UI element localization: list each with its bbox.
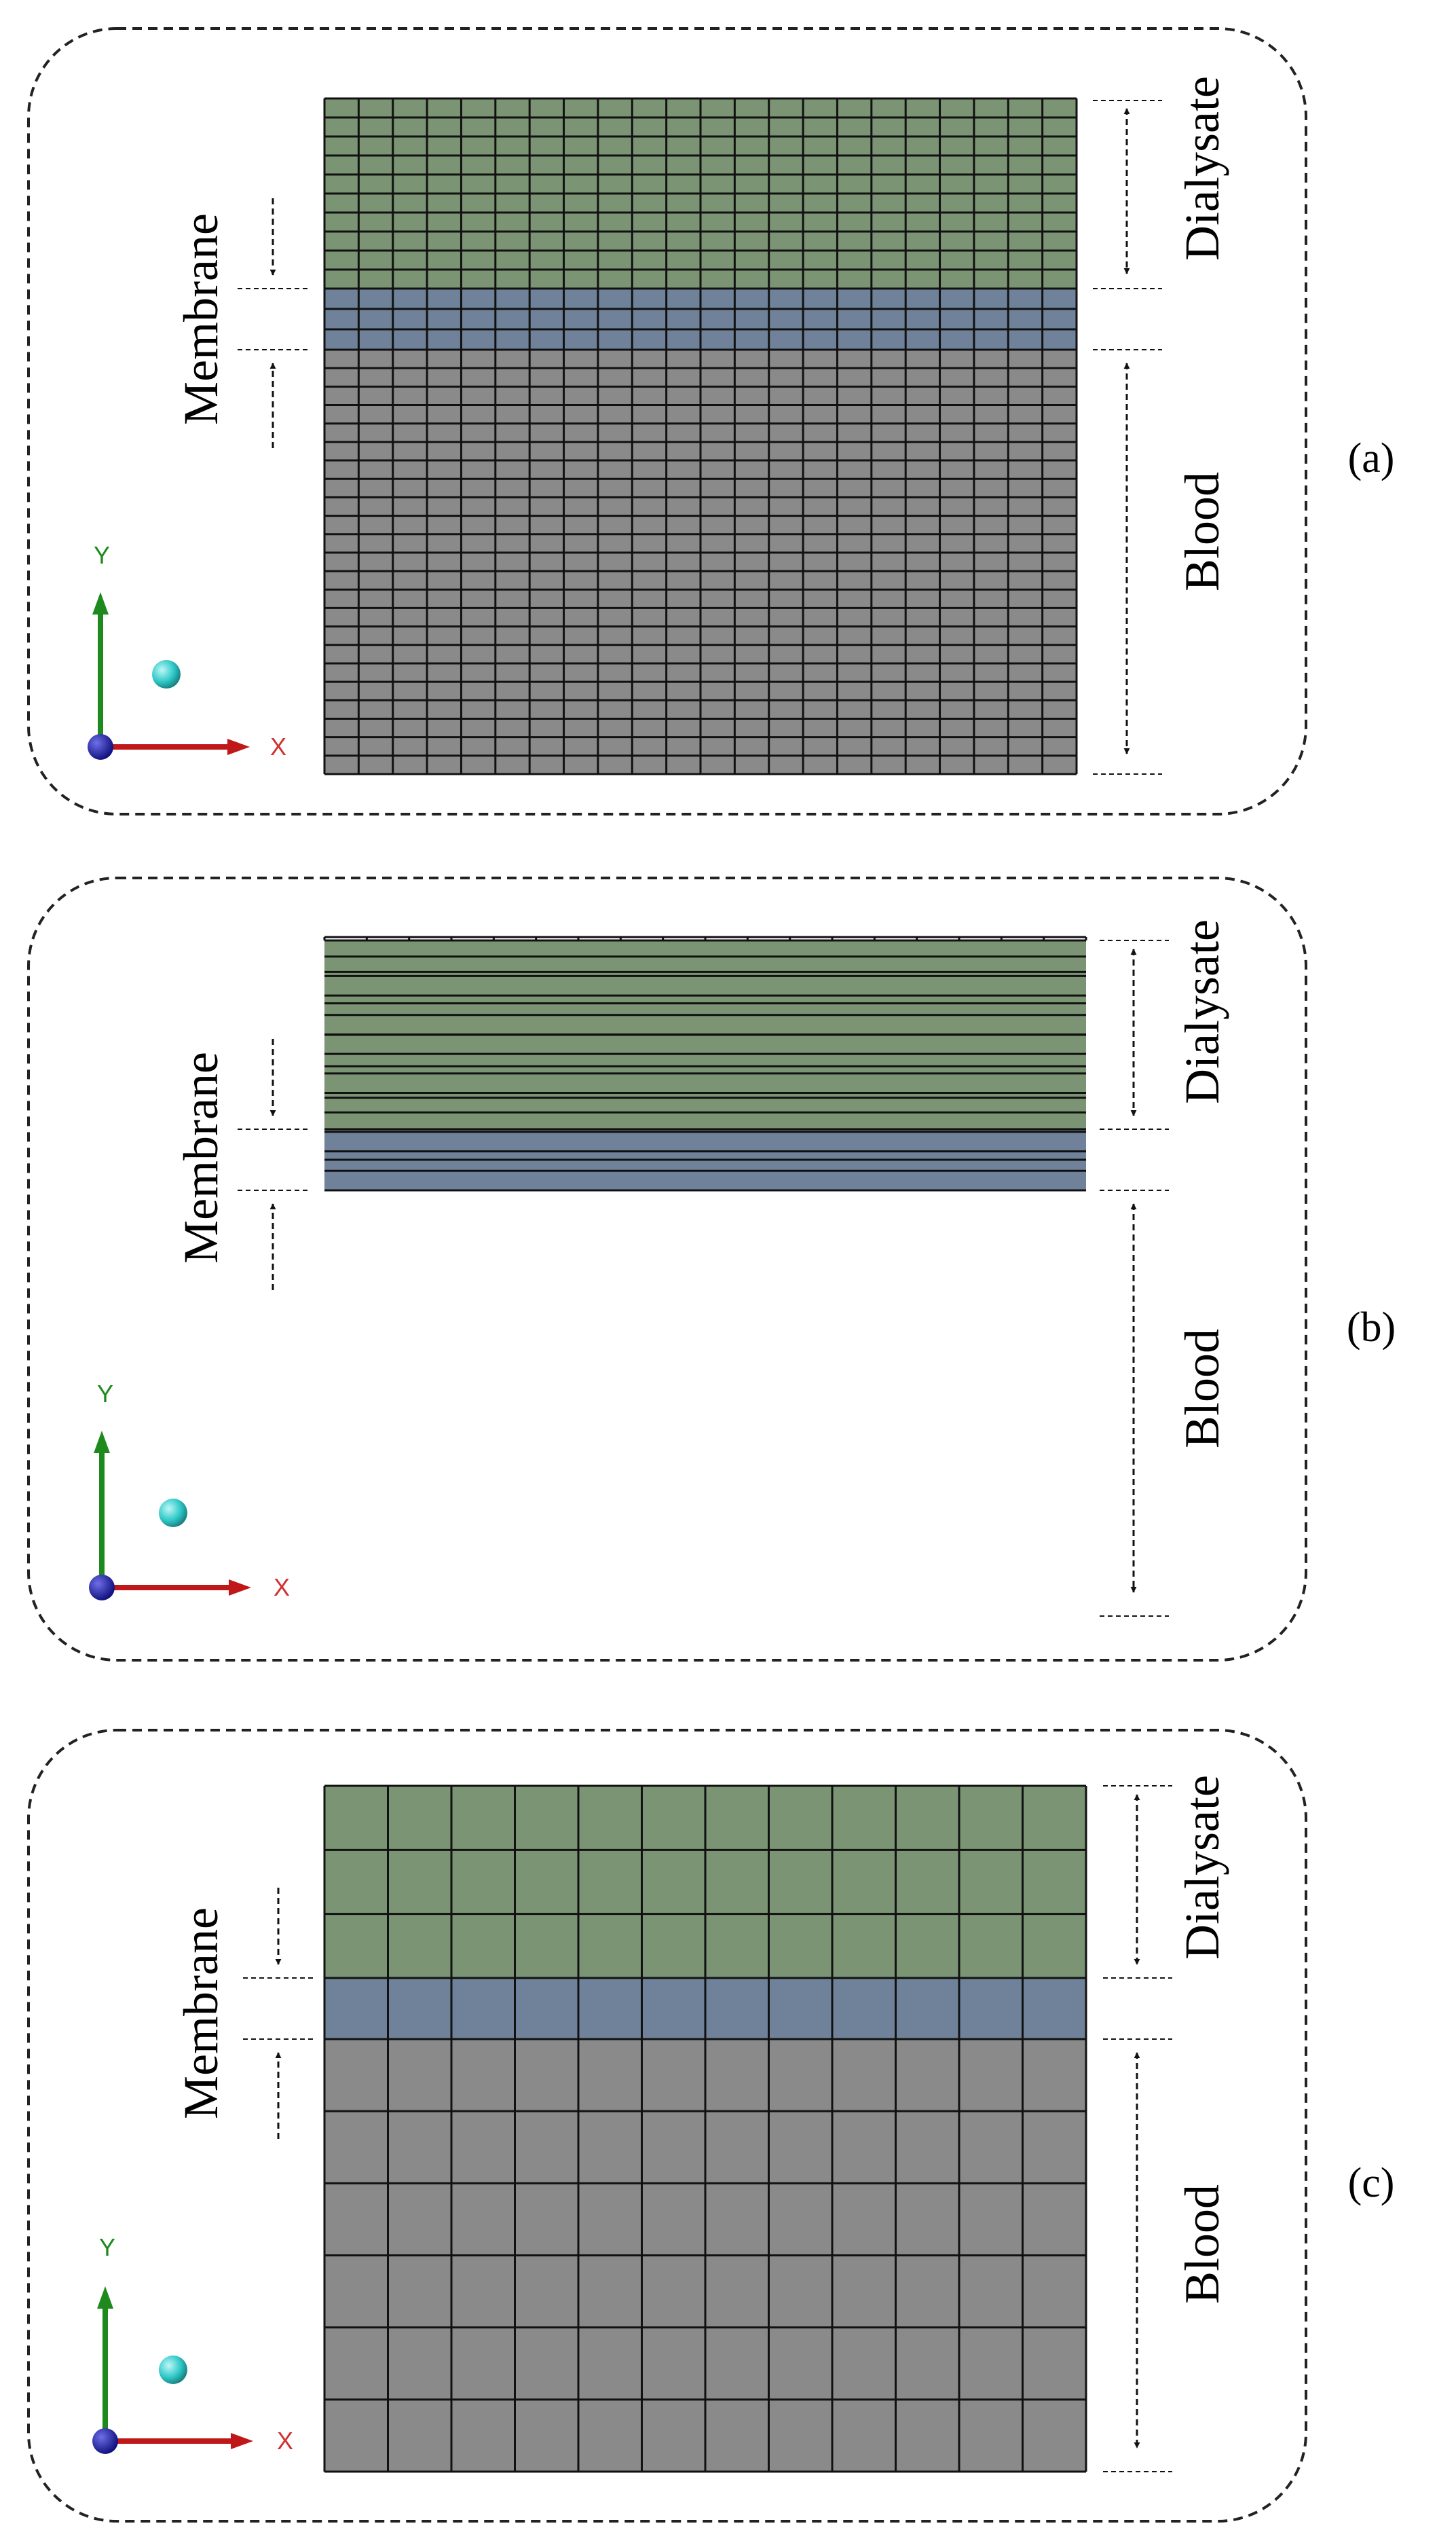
dialysate-label: Dialysate xyxy=(1175,1775,1229,1960)
blood-arrow xyxy=(1100,1190,1169,1617)
coordinate-triad: Y X xyxy=(88,541,286,761)
origin-node xyxy=(88,734,113,760)
panel-b: Membrane Dialysate Blood (b) Y xyxy=(27,877,1396,1662)
membrane-arrows xyxy=(243,1888,314,2139)
membrane-arrows xyxy=(238,198,309,448)
dialysate-label: Dialysate xyxy=(1175,76,1229,261)
mesh-grid xyxy=(323,936,1087,1192)
coordinate-triad: Y X xyxy=(92,2233,293,2455)
blood-arrow xyxy=(1093,349,1162,775)
y-axis-label: Y xyxy=(99,2233,115,2261)
cyan-node xyxy=(159,2356,187,2384)
origin-node xyxy=(92,2428,118,2454)
panel-tag: (c) xyxy=(1348,2160,1395,2206)
panel-frame xyxy=(27,1729,1307,2523)
panel-a: Membrane Dialysate Blood (a) Y xyxy=(27,27,1395,816)
x-arrowhead xyxy=(229,1579,251,1596)
y-arrowhead xyxy=(94,1431,110,1453)
blood-label: Blood xyxy=(1175,2184,1229,2304)
y-arrowhead xyxy=(97,2286,113,2309)
dialysate-arrow xyxy=(1100,940,1169,1130)
grid-lines xyxy=(323,97,1078,775)
dialysate-label: Dialysate xyxy=(1175,919,1229,1104)
x-axis-label: X xyxy=(277,2427,293,2455)
cyan-node xyxy=(152,660,181,689)
y-axis-label: Y xyxy=(97,1380,113,1408)
y-axis-label: Y xyxy=(94,541,110,569)
panel-tag: (b) xyxy=(1347,1304,1396,1351)
membrane-label: Membrane xyxy=(174,1052,228,1264)
blood-arrow xyxy=(1103,2038,1172,2472)
dialysate-arrow xyxy=(1093,100,1162,289)
dialysate-arrow xyxy=(1103,1785,1172,1979)
cyan-node xyxy=(159,1499,187,1527)
x-axis-label: X xyxy=(270,733,286,761)
y-arrowhead xyxy=(92,592,109,615)
membrane-label: Membrane xyxy=(174,1907,228,2119)
origin-node xyxy=(89,1575,115,1600)
x-arrowhead xyxy=(231,2433,253,2449)
x-axis-label: X xyxy=(274,1573,290,1601)
membrane-label: Membrane xyxy=(174,213,228,425)
mesh-grid xyxy=(323,97,1078,775)
coordinate-triad: Y X xyxy=(89,1380,290,1601)
x-arrowhead xyxy=(227,739,250,755)
grid-lines xyxy=(323,1784,1087,2473)
mesh-grid xyxy=(323,1784,1087,2473)
panel-tag: (a) xyxy=(1348,435,1395,481)
membrane-arrows xyxy=(238,1039,309,1290)
blood-label: Blood xyxy=(1175,1329,1229,1448)
panel-frame xyxy=(27,27,1307,816)
panel-frame xyxy=(27,877,1307,1662)
panel-c: Membrane Dialysate Blood (c) Y xyxy=(27,1729,1395,2523)
blood-label: Blood xyxy=(1175,472,1229,591)
grid-lines xyxy=(323,936,1087,1192)
